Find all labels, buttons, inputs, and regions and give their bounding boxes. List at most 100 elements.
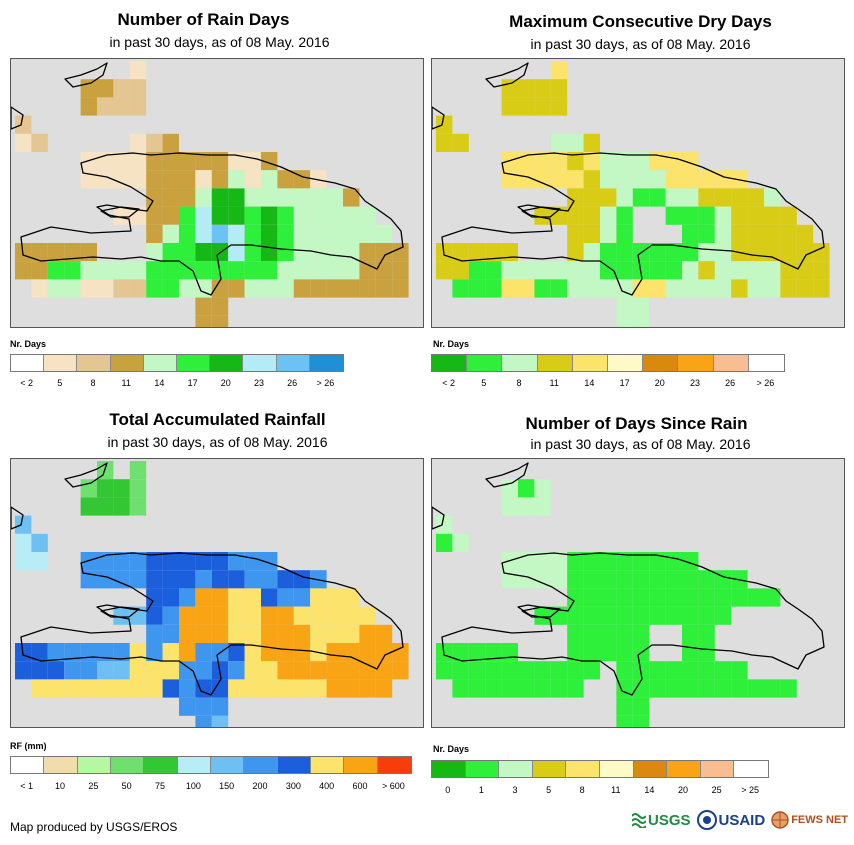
grid-cell: [326, 679, 343, 698]
grid-cell: [452, 279, 469, 298]
grid-cell: [485, 679, 502, 698]
grid-cell: [244, 588, 261, 607]
grid-cell: [244, 552, 261, 571]
island-outline: [64, 62, 108, 88]
legend-swatch: [599, 761, 634, 777]
legend-bar: [10, 756, 412, 774]
grid-cell: [146, 206, 163, 225]
legend-ticks: 0 1 3 5 8 11 14 20 25 > 25: [431, 785, 767, 797]
legend-swatch: [309, 355, 343, 371]
grid-cell: [195, 697, 212, 716]
grid-cell: [244, 152, 261, 171]
grid-cell: [129, 661, 147, 680]
grid-cell: [452, 261, 469, 280]
grid-cell: [261, 206, 278, 225]
grid-cell: [179, 588, 196, 607]
grid-cell: [228, 261, 245, 280]
grid-cell: [146, 243, 163, 262]
legend-swatch: [11, 355, 45, 371]
grid-cell: [468, 661, 486, 680]
grid-cell: [375, 261, 393, 280]
grid-cell: [162, 606, 179, 625]
grid-cell: [195, 297, 212, 316]
map-grid: [432, 462, 825, 727]
grid-cell: [583, 643, 600, 662]
legend-tick-label: 50: [121, 781, 132, 791]
grid-cell: [146, 570, 163, 589]
legend-tick-label: 100: [185, 781, 201, 791]
grid-cell: [682, 643, 699, 662]
panel-rain-days: Number of Rain Days in past 30 days, as …: [0, 0, 427, 400]
legend-swatch: [377, 757, 411, 773]
legend-tick-label: 14: [644, 785, 655, 795]
legend-swatch: [110, 355, 144, 371]
grid-cell: [129, 170, 147, 189]
grid-cell: [632, 606, 650, 625]
grid-cell: [359, 206, 376, 225]
grid-cell: [616, 570, 633, 589]
grid-cell: [665, 570, 682, 589]
grid-cell: [747, 588, 764, 607]
grid-cell: [485, 661, 502, 680]
grid-cell: [179, 570, 196, 589]
grid-cell: [47, 679, 65, 698]
grid-cell: [244, 261, 261, 280]
grid-cell: [600, 224, 617, 243]
grid-cell: [261, 170, 278, 189]
fewsnet-logo: FEWS NET: [771, 811, 848, 829]
island-outline: [485, 62, 529, 88]
grid-cell: [162, 570, 179, 589]
grid-cell: [518, 497, 535, 516]
grid-cell: [583, 261, 600, 280]
map-dry-days: [431, 58, 845, 328]
grid-cell: [747, 206, 764, 225]
grid-cell: [228, 624, 245, 643]
grid-cell: [632, 279, 650, 298]
legend-swatch: [210, 355, 244, 371]
grid-cell: [616, 661, 633, 680]
legend-tick-label: 5: [481, 378, 487, 388]
grid-cell: [534, 497, 551, 516]
grid-cell: [567, 606, 584, 625]
grid-cell: [534, 261, 551, 280]
legend-tick-label: 1: [478, 785, 484, 795]
grid-cell: [31, 133, 48, 152]
legend-tick-label: 26: [725, 378, 736, 388]
grid-cell: [392, 261, 409, 280]
map-grid: [432, 61, 830, 327]
panel-subtitle: in past 30 days, as of 08 May. 2016: [107, 434, 328, 450]
legend-tick-label: 17: [619, 378, 630, 388]
grid-cell: [211, 715, 229, 727]
grid-cell: [64, 643, 81, 662]
grid-cell: [113, 552, 130, 571]
grid-cell: [277, 224, 294, 243]
grid-cell: [764, 261, 781, 280]
grid-cell: [162, 624, 179, 643]
grid-cell: [195, 261, 212, 280]
grid-cell: [780, 206, 797, 225]
grid-cell: [310, 624, 327, 643]
grid-cell: [518, 170, 535, 189]
legend-tick-label: 150: [219, 781, 235, 791]
grid-cell: [326, 588, 343, 607]
grid-cell: [600, 606, 617, 625]
grid-cell: [277, 679, 294, 698]
grid-cell: [616, 297, 633, 316]
grid-cell: [146, 133, 163, 152]
grid-cell: [310, 679, 327, 698]
map-days-since-rain: [431, 458, 845, 728]
grid-cell: [31, 261, 48, 280]
grid-cell: [261, 279, 278, 298]
grid-cell: [113, 79, 130, 98]
grid-cell: [501, 243, 518, 262]
grid-cell: [47, 661, 65, 680]
grid-cell: [436, 115, 453, 134]
usaid-logo: USAID: [696, 810, 765, 830]
grid-cell: [113, 679, 130, 698]
grid-cell: [583, 279, 600, 298]
grid-cell: [129, 261, 147, 280]
grid-cell: [195, 552, 212, 571]
grid-cell: [534, 170, 551, 189]
grid-cell: [534, 206, 551, 225]
grid-cell: [129, 133, 147, 152]
